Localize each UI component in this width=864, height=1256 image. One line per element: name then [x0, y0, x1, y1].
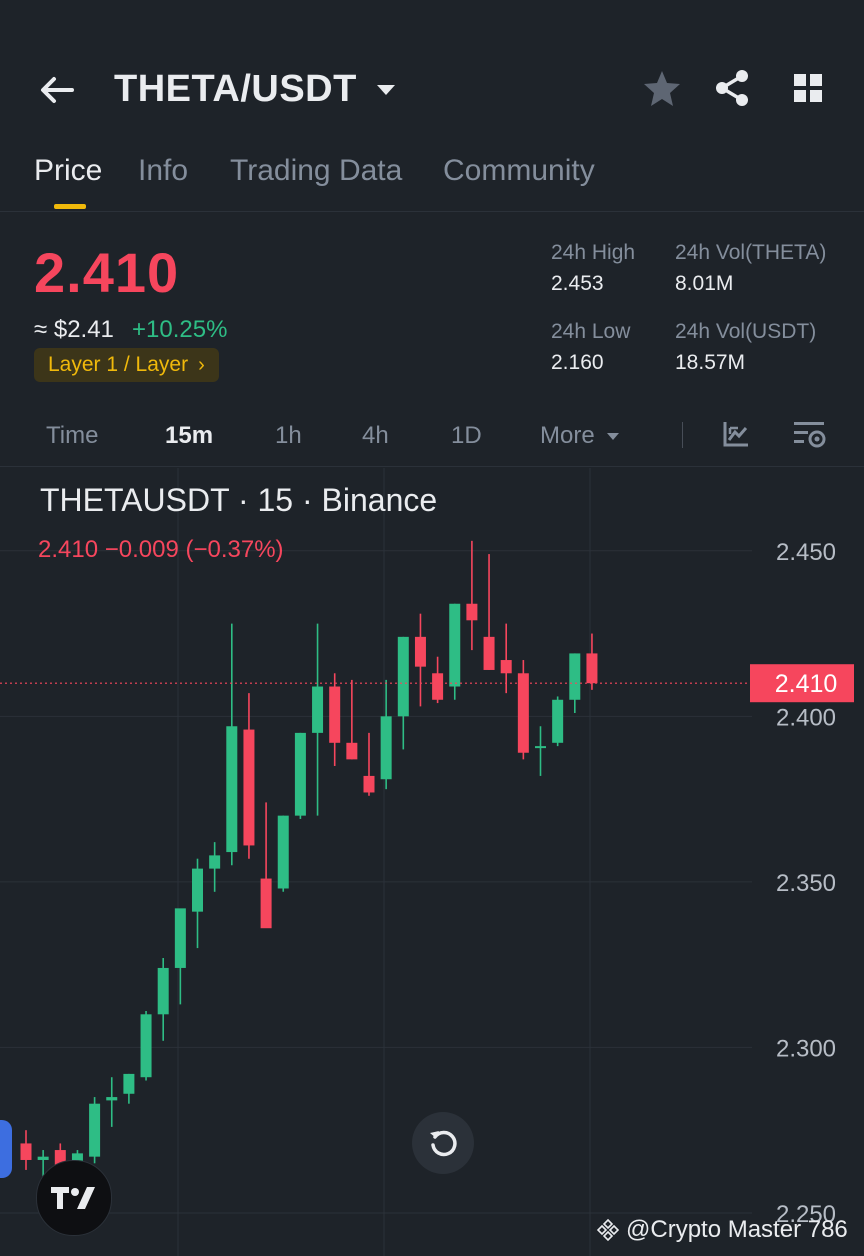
vol-quote-label: 24h Vol(USDT)	[675, 320, 817, 343]
chevron-right-icon: ›	[198, 354, 205, 376]
chart-divider	[0, 466, 864, 467]
tradingview-logo[interactable]	[36, 1160, 112, 1236]
high-label: 24h High	[551, 241, 636, 264]
change-percent: +10.25%	[132, 316, 228, 343]
interval-15m[interactable]: 15m	[165, 422, 214, 449]
active-tab-indicator	[54, 204, 86, 209]
candle-body	[535, 746, 546, 749]
candle-body	[260, 878, 272, 929]
chart-settings-icon[interactable]	[792, 418, 828, 450]
candle-body	[20, 1143, 32, 1160]
high-value: 2.453	[551, 272, 604, 295]
watermark-text: @Crypto Master 786	[626, 1216, 848, 1243]
y-tick-label: 2.400	[776, 704, 836, 731]
back-arrow-icon[interactable]	[36, 68, 80, 112]
candle-body	[277, 815, 289, 889]
candle-body	[483, 636, 495, 670]
grid-icon[interactable]	[786, 66, 830, 110]
tab-info[interactable]: Info	[138, 154, 189, 187]
candle-body	[174, 908, 186, 968]
interval-1h[interactable]: 1h	[275, 422, 302, 449]
candle-body	[209, 855, 221, 869]
candle-body	[552, 699, 564, 743]
candle-body	[432, 673, 444, 700]
interval-4h[interactable]: 4h	[362, 422, 389, 449]
candle-body	[414, 636, 426, 667]
candle-body	[226, 726, 238, 853]
candle-body	[329, 686, 341, 743]
top-bar: THETA/USDT	[0, 0, 864, 140]
binance-diamond-icon	[596, 1218, 620, 1242]
interval-more-label: More	[540, 422, 595, 449]
candlestick-chart[interactable]: 2.450 2.400 2.350 2.300 2.250 2.410	[0, 468, 864, 1256]
current-price-badge	[750, 664, 854, 703]
candle-body	[586, 653, 598, 684]
candle-body	[37, 1156, 49, 1160]
tab-bar: Price Info Trading Data Community	[0, 148, 864, 212]
interval-separator	[682, 422, 683, 448]
candle-body	[380, 716, 392, 780]
interval-time[interactable]: Time	[46, 422, 99, 449]
last-price: 2.410	[34, 241, 180, 304]
caret-down-icon	[607, 432, 620, 440]
current-price-label: 2.410	[775, 670, 838, 698]
candle-body	[346, 742, 358, 760]
y-tick-label: 2.350	[776, 870, 836, 897]
candle-body	[106, 1097, 118, 1101]
y-tick-label: 2.450	[776, 539, 836, 566]
candle-body	[569, 653, 581, 700]
category-tag-label: Layer 1 / Layer	[48, 353, 189, 376]
rotate-icon	[430, 1130, 457, 1157]
interval-bar: Time 15m 1h 4h 1D More	[0, 410, 864, 460]
watermark: @Crypto Master 786	[596, 1216, 848, 1244]
reset-chart-button[interactable]	[412, 1112, 474, 1174]
chart-quote: 2.410 −0.009 (−0.37%)	[38, 536, 284, 563]
candle-body	[449, 603, 461, 687]
tab-trading-data[interactable]: Trading Data	[230, 154, 403, 187]
vol-quote-value: 18.57M	[675, 351, 746, 374]
pair-title[interactable]: THETA/USDT	[114, 68, 357, 110]
candle-body	[123, 1073, 135, 1094]
low-label: 24h Low	[551, 320, 631, 343]
usd-price: ≈ $2.41	[34, 316, 114, 343]
candle-body	[363, 775, 375, 793]
tab-community[interactable]: Community	[443, 154, 595, 187]
candle-body	[243, 729, 255, 846]
share-icon[interactable]	[710, 66, 754, 110]
candle-body	[397, 636, 409, 717]
chart-title: THETAUSDT · 15 · Binance	[40, 482, 438, 518]
left-drawer-handle[interactable]	[0, 1120, 12, 1178]
vol-base-value: 8.01M	[675, 272, 734, 295]
candle-body	[192, 868, 203, 912]
vol-base-label: 24h Vol(THETA)	[675, 241, 827, 264]
y-tick-label: 2.300	[776, 1035, 836, 1062]
candle-body	[157, 967, 169, 1015]
low-value: 2.160	[551, 351, 604, 374]
candle-body	[517, 673, 529, 753]
caret-down-icon[interactable]	[374, 78, 398, 102]
indicator-icon[interactable]	[720, 418, 752, 450]
tradingview-icon	[51, 1187, 95, 1209]
candle-body	[312, 686, 324, 733]
interval-1d[interactable]: 1D	[451, 422, 482, 449]
interval-more[interactable]: More	[540, 422, 621, 450]
y-tick-label: 2.250	[776, 1201, 836, 1228]
candle-body	[294, 732, 306, 816]
candle-body	[140, 1014, 152, 1078]
category-tag[interactable]: Layer 1 / Layer ›	[34, 348, 219, 382]
candle-body	[466, 603, 478, 621]
tab-price[interactable]: Price	[34, 154, 103, 187]
candle-body	[500, 660, 512, 674]
star-icon[interactable]	[640, 66, 684, 110]
candle-body	[89, 1103, 101, 1157]
tabs-divider	[0, 211, 864, 212]
